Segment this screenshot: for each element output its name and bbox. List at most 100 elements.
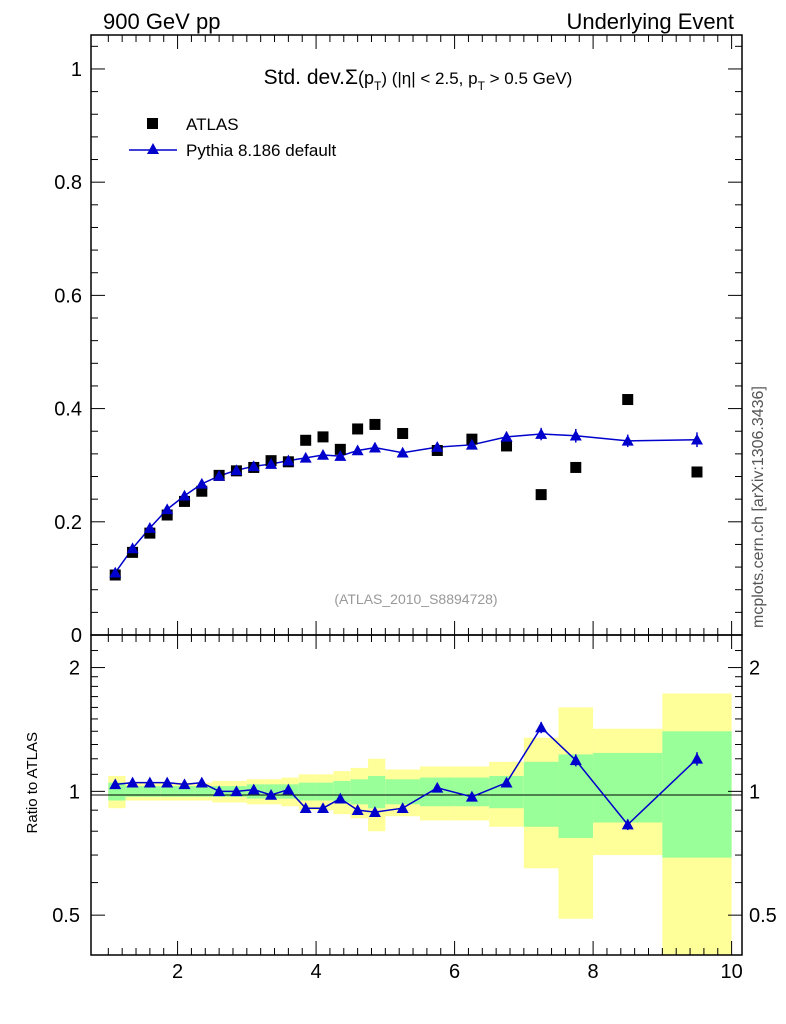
ratio-point <box>126 776 139 788</box>
pythia-point <box>143 522 156 533</box>
pythia-point <box>535 428 548 439</box>
atlas-point <box>144 527 156 539</box>
band-inner <box>298 782 317 801</box>
atlas-point <box>161 509 173 521</box>
x-tick-label: 6 <box>449 961 460 983</box>
y-tick-label: 0.4 <box>54 399 82 421</box>
y-tick-label-left: 0.5 <box>52 905 80 927</box>
atlas-point <box>691 466 703 478</box>
atlas-point <box>535 489 547 501</box>
pythia-point <box>161 503 174 515</box>
pythia-point <box>265 458 278 469</box>
legend: ATLAS Pythia 8.186 default <box>129 115 337 160</box>
title-subscript-t1: T <box>374 79 382 93</box>
side-label: mcplots.cern.ch [arXiv:1306.3436] <box>750 386 767 628</box>
title-sigma: Σ <box>345 66 358 89</box>
atlas-point <box>570 461 582 473</box>
band-inner <box>558 754 594 839</box>
band-inner <box>385 779 420 805</box>
x-tick-label: 8 <box>588 961 599 983</box>
y-tick-label-right: 1 <box>749 781 760 803</box>
pythia-point <box>368 441 381 453</box>
band-inner <box>350 779 369 805</box>
pythia-point <box>431 441 444 452</box>
ratio-data-layer <box>109 721 703 831</box>
y-tick-label-left: 2 <box>69 658 80 680</box>
pythia-point <box>109 566 122 578</box>
title-tail: > 0.5 GeV) <box>485 69 572 88</box>
band-inner <box>333 780 351 803</box>
ratio-frame <box>90 634 743 956</box>
header-right: Underlying Event <box>566 9 734 34</box>
ratio-point <box>535 721 548 733</box>
band-inner <box>316 782 334 801</box>
band-inner <box>125 786 143 797</box>
y-tick-label: 0.6 <box>54 285 82 307</box>
legend-pythia-label: Pythia 8.186 default <box>186 141 337 160</box>
y-tick-label: 0.8 <box>54 172 82 194</box>
title-after: ) (|η| < 2.5, p <box>381 69 477 88</box>
ratio-point <box>299 802 312 813</box>
ratio-point <box>195 776 208 788</box>
ratio-point <box>161 776 174 788</box>
y-tick-label-left: 1 <box>69 781 80 803</box>
x-tick-label: 4 <box>311 961 322 983</box>
atlas-point <box>317 431 329 443</box>
title-paren: (p <box>358 68 374 88</box>
pythia-point <box>396 446 409 458</box>
atlas-point <box>369 418 381 430</box>
legend-atlas-marker <box>147 118 158 129</box>
pythia-point <box>247 460 260 472</box>
title-prefix: Std. dev. <box>264 66 345 89</box>
ratio-point <box>317 802 330 813</box>
atlas-point <box>622 394 634 406</box>
ratio-point <box>265 788 278 800</box>
atlas-point <box>178 495 190 507</box>
ratio-point <box>500 776 513 788</box>
band-inner <box>593 752 663 823</box>
band-inner <box>160 786 178 797</box>
ratio-point <box>334 792 347 804</box>
pythia-point <box>500 430 513 442</box>
ratio-ylabel: Ratio to ATLAS <box>24 732 41 833</box>
pythia-point <box>317 449 330 460</box>
atlas-point <box>501 440 513 452</box>
atlas-point <box>300 434 312 446</box>
ratio-point <box>143 776 156 788</box>
ratio-point <box>230 785 243 797</box>
ratio-point <box>690 752 703 764</box>
ratio-point <box>621 818 634 830</box>
y-tick-label: 0.2 <box>54 512 82 534</box>
analysis-label: (ATLAS_2010_S8894728) <box>334 591 497 607</box>
main-panel: 00.20.40.60.81 Std. dev.Σ(pT) (|η| < 2.5… <box>54 34 743 647</box>
ratio-point <box>396 802 409 813</box>
ratio-point <box>109 778 122 790</box>
pythia-point <box>299 451 312 463</box>
band-inner <box>194 786 213 797</box>
band-inner <box>142 786 161 797</box>
plot-title: Std. dev.Σ(pT) (|η| < 2.5, pT > 0.5 GeV) <box>264 66 573 93</box>
title-subscript-t2: T <box>478 79 486 93</box>
x-tick-label: 2 <box>172 961 183 983</box>
ratio-point <box>351 804 364 815</box>
pythia-point <box>195 477 208 489</box>
header-left: 900 GeV pp <box>103 9 220 34</box>
pythia-point <box>213 469 226 481</box>
band-inner <box>177 786 195 797</box>
band-inner <box>368 775 386 809</box>
ratio-point <box>247 783 260 795</box>
pythia-point <box>465 438 478 450</box>
ratio-point <box>368 806 381 817</box>
atlas-point <box>334 443 346 455</box>
pythia-point <box>282 454 295 466</box>
y-tick-label: 0 <box>71 625 82 647</box>
pythia-point <box>178 489 191 501</box>
legend-atlas-label: ATLAS <box>186 115 239 134</box>
band-inner <box>523 761 559 827</box>
ratio-point <box>431 781 444 793</box>
atlas-point <box>352 423 364 435</box>
ratio-bands <box>108 693 732 955</box>
ratio-ticks: 2 4 6 8 10 0.5 0.5 1 1 2 2 <box>52 634 777 983</box>
main-data-layer <box>109 394 703 581</box>
